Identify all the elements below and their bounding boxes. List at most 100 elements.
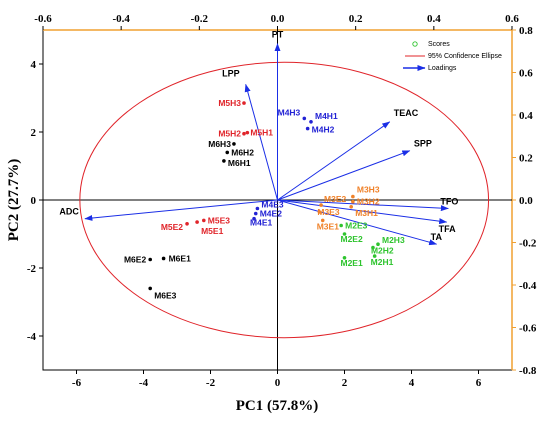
score-point-m2e1 — [342, 255, 347, 260]
score-label-m6e2: M6E2 — [124, 255, 146, 265]
score-point-m4h2 — [305, 126, 310, 131]
score-label-m4e3: M4E3 — [261, 200, 283, 210]
right-tick-label: -0.6 — [519, 323, 537, 335]
score-label-m5h3: M5H3 — [218, 98, 241, 108]
score-point-m5e1 — [195, 220, 199, 224]
axes-layer: -6 -4 -2 0 2 4 6 -4 -2 0 2 4 -0.6 -0.4 -0.2 0.0 0.2 0.4 0.… — [27, 13, 537, 389]
score-label-m6e1: M6E1 — [169, 253, 191, 263]
score-label-m4h1: M4H1 — [315, 111, 338, 121]
score-point-m4h1 — [309, 120, 313, 124]
score-label-m5e3: M5E3 — [208, 215, 230, 225]
x-tick-label: -4 — [139, 377, 149, 389]
score-label-m4e2: M4E2 — [260, 209, 282, 219]
legend-ellipse-label: 95% Confidence Ellipse — [428, 53, 502, 60]
score-point-m6e1 — [161, 256, 166, 261]
right-tick-label: -0.4 — [519, 280, 537, 292]
legend: Scores 95% Confidence Ellipse Loadings — [403, 41, 502, 72]
loading-label-pt: PT — [272, 30, 284, 40]
y-tick-label: 2 — [31, 127, 37, 139]
top-tick-label: 0.6 — [505, 13, 519, 25]
loading-label-spp: SPP — [414, 139, 432, 149]
confidence-ellipse-layer — [79, 61, 490, 339]
loading-label-ta: TA — [431, 232, 443, 242]
x-axis-title: PC1 (57.8%) — [236, 398, 319, 414]
legend-loadings-label: Loadings — [428, 65, 457, 72]
confidence-ellipse — [79, 61, 490, 339]
y-tick-label: -2 — [27, 263, 37, 275]
score-point-m3e3 — [317, 210, 322, 214]
score-point-m4h3 — [302, 116, 307, 121]
legend-scores-label: Scores — [428, 41, 450, 48]
score-label-m6h2: M6H2 — [231, 147, 254, 157]
x-tick-label: 4 — [409, 377, 415, 389]
score-point-m2e2 — [342, 232, 347, 236]
score-point-m6h3 — [232, 142, 236, 146]
loading-arrow-tfo — [277, 199, 449, 212]
score-point-m4e1 — [252, 216, 256, 221]
score-point-m4e3 — [255, 206, 260, 211]
legend-scores-marker — [412, 41, 418, 47]
loading-arrow-tfa — [277, 199, 448, 225]
score-point-m3h2 — [351, 199, 355, 204]
top-tick-label: -0.2 — [191, 13, 209, 25]
loading-label-tfa: TFA — [439, 224, 456, 234]
score-label-m6h1: M6H1 — [228, 158, 251, 168]
score-label-m3e3: M3E3 — [317, 207, 339, 217]
loading-label-adc: ADC — [59, 207, 79, 217]
score-point-m3h1 — [349, 205, 354, 209]
score-point-m3e1 — [320, 218, 325, 223]
score-label-m5e2: M5E2 — [161, 222, 183, 232]
score-point-m5h3 — [242, 101, 246, 105]
y-axis-title: PC2 (27.7%) — [6, 159, 22, 242]
score-label-m4e1: M4E1 — [250, 218, 272, 228]
score-label-m4h2: M4H2 — [312, 125, 335, 135]
top-tick-label: 0.0 — [271, 13, 285, 25]
loading-arrow-lpp — [244, 83, 278, 201]
score-point-m3e2 — [319, 203, 323, 207]
score-label-m3e2: M3E2 — [324, 194, 346, 204]
score-point-m6e3 — [148, 286, 152, 291]
score-point-m3h3 — [351, 194, 355, 199]
score-label-m3e1: M3E1 — [317, 221, 339, 231]
score-label-m2e1: M2E1 — [341, 258, 363, 268]
score-label-m2h2: M2H2 — [371, 246, 394, 256]
score-label-m5h2: M5H2 — [218, 129, 241, 139]
score-point-m2h2 — [371, 245, 375, 250]
loading-arrow-teac — [277, 121, 391, 201]
score-label-m6e3: M6E3 — [154, 290, 176, 300]
x-tick-label: 2 — [342, 377, 348, 389]
score-point-m5e3 — [202, 218, 206, 223]
right-tick-label: -0.2 — [519, 238, 537, 250]
x-tick-label: -6 — [72, 377, 82, 389]
x-tick-label: 6 — [476, 377, 482, 389]
score-label-m2e2: M2E2 — [341, 234, 363, 244]
loading-arrow-ta — [277, 199, 438, 246]
top-tick-label: 0.4 — [427, 13, 441, 25]
score-point-m2h1 — [372, 254, 377, 258]
score-point-m2e3 — [339, 223, 343, 228]
score-label-m2e3: M2E3 — [345, 221, 367, 231]
right-tick-label: -0.8 — [519, 365, 537, 377]
score-point-m5h1 — [245, 130, 250, 135]
loading-arrow-adc — [84, 199, 278, 221]
right-tick-label: 0.4 — [519, 110, 533, 122]
y-tick-label: 4 — [31, 59, 37, 71]
score-point-m5e2 — [185, 222, 189, 226]
y-tick-label: -4 — [27, 331, 37, 343]
score-label-m3h3: M3H3 — [357, 185, 380, 195]
y-tick-label: 0 — [31, 195, 37, 207]
score-label-m5e1: M5E1 — [201, 226, 223, 236]
score-label-m3h2: M3H2 — [357, 197, 380, 207]
score-point-m5h2 — [242, 131, 246, 136]
loading-label-teac: TEAC — [394, 108, 419, 118]
right-tick-label: 0.6 — [519, 68, 533, 80]
score-label-m2h1: M2H1 — [371, 257, 394, 267]
score-point-m2h3 — [376, 242, 380, 246]
top-tick-label: -0.4 — [112, 13, 130, 25]
x-tick-label: -2 — [206, 377, 216, 389]
top-tick-label: 0.2 — [349, 13, 363, 25]
right-tick-label: 0.2 — [519, 153, 533, 165]
